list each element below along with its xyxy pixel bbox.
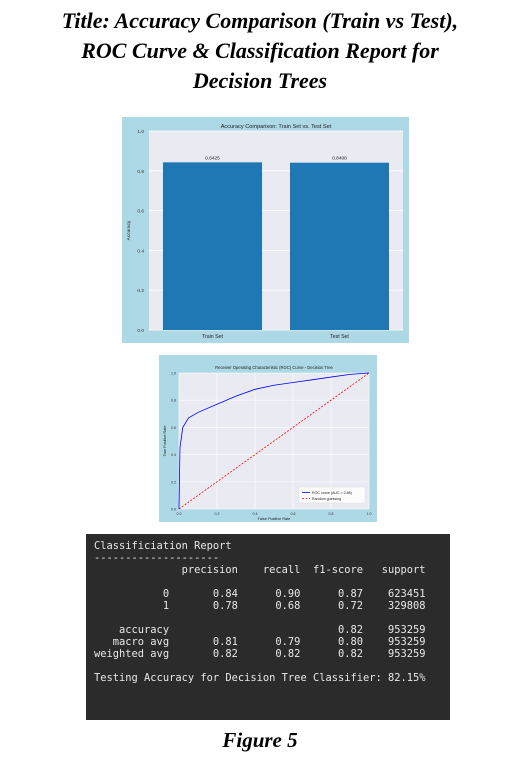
roc-curve-figure: 0.0 0.2 0.4 0.6 0.8 1.0 0.0 0.2 0.4 0.6 0.8 1.0 ROC … — [159, 355, 377, 522]
y-tick-label: 0.2 — [137, 288, 144, 294]
bar — [162, 162, 263, 330]
report-line: macro avg 0.81 0.79 0.80 953259 — [94, 636, 426, 648]
report-line: weighted avg 0.82 0.82 0.82 953259 — [94, 648, 426, 660]
roc-x-tick-label: 0.2 — [215, 512, 220, 516]
report-line: 1 0.78 0.68 0.72 329808 — [94, 600, 426, 612]
roc-x-tick-label: 0.6 — [291, 512, 296, 516]
page-title-line-1: Title: Accuracy Comparison (Train vs Tes… — [61, 8, 459, 33]
random-guessing-line — [178, 372, 370, 510]
roc-x-tick-label: 0.8 — [329, 512, 334, 516]
roc-x-tick-label: 0.0 — [177, 512, 182, 516]
roc-y-axis-label: True Positive Rate — [163, 425, 167, 456]
page-title: Title: Accuracy Comparison (Train vs Tes… — [20, 6, 500, 96]
roc-x-tick-label: 1.0 — [367, 512, 372, 516]
y-tick-label: 0.0 — [137, 328, 144, 334]
roc-y-tick-label: 0.4 — [171, 453, 176, 457]
bar-value-label: 0.8425 — [205, 155, 220, 161]
report-line — [94, 660, 450, 672]
figure-caption: Figure 5 — [222, 728, 298, 752]
roc-x-tick-label: 0.4 — [253, 512, 258, 516]
y-tick-label: 0.8 — [137, 169, 144, 175]
roc-y-tick-label: 1.0 — [171, 372, 176, 376]
roc-legend — [298, 486, 366, 504]
bar-chart-title: Accuracy Comparison: Train Set vs. Test … — [221, 124, 332, 130]
report-line: Testing Accuracy for Decision Tree Class… — [94, 672, 426, 684]
roc-y-tick-label: 0.0 — [171, 508, 176, 512]
roc-curve-chart: 0.0 0.2 0.4 0.6 0.8 1.0 0.0 0.2 0.4 0.6 0.8 1.0 ROC … — [163, 365, 372, 521]
report-line: precision recall f1-score support — [94, 564, 426, 576]
legend-label: Random guessing — [312, 497, 341, 501]
page-title-line-2: ROC Curve & Classification Report for — [81, 38, 439, 63]
report-line: 0 0.84 0.90 0.87 623451 — [94, 588, 426, 600]
roc-y-tick-label: 0.6 — [171, 426, 176, 430]
roc-curve-line — [178, 372, 370, 510]
accuracy-bar-chart: 0.0 0.2 0.4 0.6 0.8 1.0 0.8425 Train Set 0.8408 T… — [126, 124, 403, 340]
roc-x-axis-label: False Positive Rate — [258, 517, 291, 521]
legend-label: ROC curve (AUC = 0.88) — [312, 491, 352, 495]
y-tick-label: 0.4 — [137, 248, 144, 254]
report-line: accuracy 0.82 953259 — [94, 624, 426, 636]
accuracy-bar-chart-figure: 0.0 0.2 0.4 0.6 0.8 1.0 0.8425 Train Set 0.8408 T… — [122, 117, 409, 343]
y-tick-label: 1.0 — [137, 129, 144, 135]
x-tick-label: Train Set — [202, 334, 223, 340]
report-line: -------------------- — [94, 552, 220, 564]
report-line — [94, 612, 450, 624]
roc-y-tick-label: 0.8 — [171, 399, 176, 403]
bar — [289, 162, 390, 330]
roc-chart-title: Receiver Operating Characteristic (ROC) … — [215, 365, 333, 370]
y-tick-label: 0.6 — [137, 209, 144, 215]
classification-report: Classificiation Report ------------------… — [86, 534, 450, 720]
page-title-line-3: Decision Trees — [192, 68, 328, 93]
report-line: Classificiation Report — [94, 540, 232, 552]
roc-y-tick-label: 0.2 — [171, 480, 176, 484]
report-line — [94, 576, 450, 588]
x-tick-label: Test Set — [330, 334, 349, 340]
bar-value-label: 0.8408 — [332, 156, 347, 162]
y-axis-label: Accuracy — [126, 220, 132, 240]
